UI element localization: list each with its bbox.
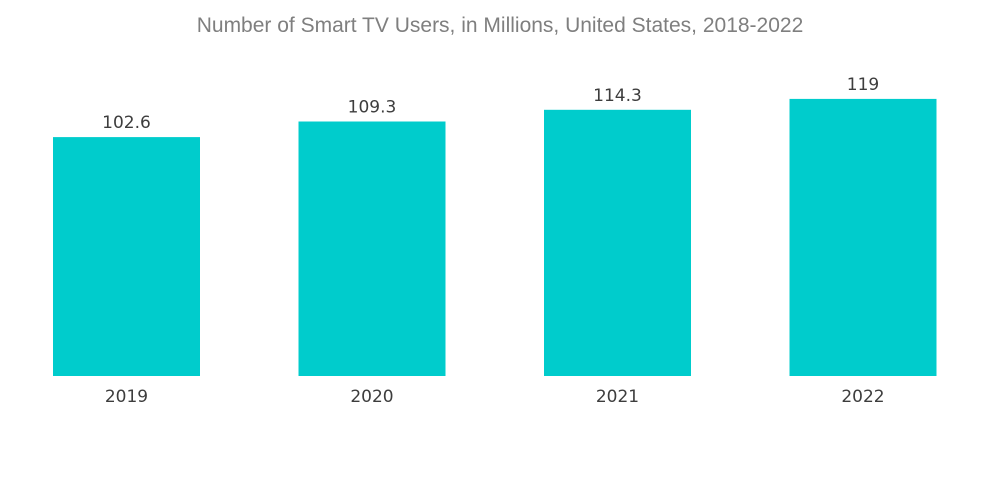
value-label-2019: 102.6 <box>102 113 151 133</box>
bar-2022 <box>789 98 937 377</box>
x-tick-label-2021: 2021 <box>596 387 639 407</box>
bar-2020 <box>298 121 446 376</box>
value-label-2020: 109.3 <box>348 98 397 118</box>
chart-title: Number of Smart TV Users, in Millions, U… <box>196 14 804 37</box>
x-tick-label-2019: 2019 <box>105 387 148 407</box>
value-label-2021: 114.3 <box>593 86 642 106</box>
x-tick-label-2020: 2020 <box>350 387 393 407</box>
bar-2019 <box>53 137 200 376</box>
value-label-2022: 119 <box>847 75 879 95</box>
bar-2021 <box>544 109 691 377</box>
x-tick-label-2022: 2022 <box>841 387 884 407</box>
